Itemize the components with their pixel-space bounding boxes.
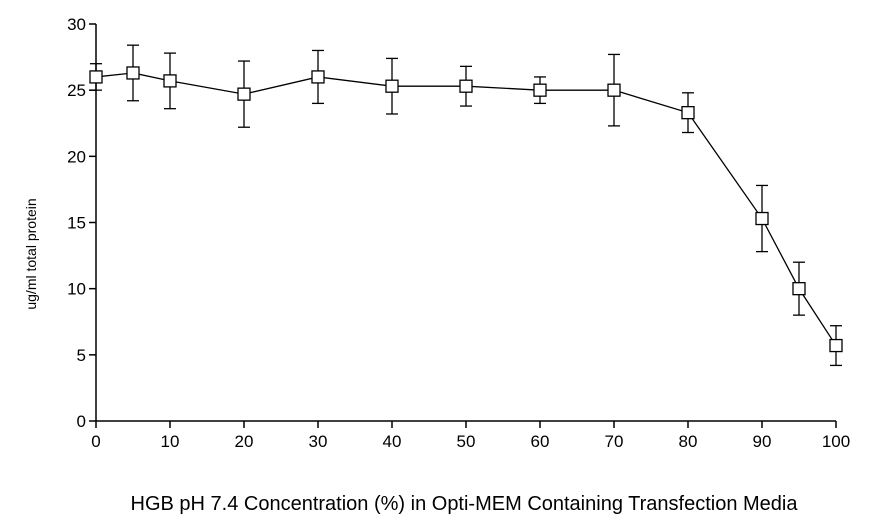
data-point-60 xyxy=(533,83,547,97)
series xyxy=(95,72,837,346)
data-point-100 xyxy=(829,338,843,353)
x-tick-label-0: 0 xyxy=(91,432,100,451)
x-tick-label-10: 10 xyxy=(161,432,180,451)
x-tick-label-50: 50 xyxy=(457,432,476,451)
x-tick-label-20: 20 xyxy=(235,432,254,451)
data-point-95 xyxy=(792,282,806,296)
y-tick-label-15: 15 xyxy=(67,214,86,233)
y-tick-label-20: 20 xyxy=(67,147,86,166)
data-point-30 xyxy=(311,70,325,84)
y-tick-label-10: 10 xyxy=(67,280,86,299)
data-point-80 xyxy=(681,106,695,120)
data-point-10 xyxy=(163,74,177,88)
ticks: 0 5 10 15 20 25 30 0 10 20 30 40 50 60 70 80 90 100 xyxy=(67,15,850,451)
x-tick-label-30: 30 xyxy=(309,432,328,451)
y-axis-label: ug/ml total protein xyxy=(23,198,39,309)
y-tick-label-5: 5 xyxy=(77,346,86,365)
y-tick-label-0: 0 xyxy=(77,412,86,431)
x-tick-label-90: 90 xyxy=(753,432,772,451)
x-tick-label-40: 40 xyxy=(383,432,402,451)
series-line xyxy=(95,72,837,346)
x-axis-label: HGB pH 7.4 Concentration (%) in Opti-MEM… xyxy=(131,493,799,515)
data-point-50 xyxy=(459,79,473,93)
y-tick-label-25: 25 xyxy=(67,81,86,100)
data-point-90 xyxy=(755,211,769,226)
data-point-20 xyxy=(237,87,251,101)
data-point-5 xyxy=(126,66,140,80)
data-point-0 xyxy=(89,70,103,84)
x-tick-label-70: 70 xyxy=(605,432,624,451)
markers xyxy=(89,66,843,353)
x-tick-label-60: 60 xyxy=(531,432,550,451)
x-tick-label-100: 100 xyxy=(822,432,850,451)
data-point-40 xyxy=(385,79,399,93)
x-tick-label-80: 80 xyxy=(679,432,698,451)
data-point-70 xyxy=(607,83,621,97)
y-tick-label-30: 30 xyxy=(67,15,86,34)
error-bars xyxy=(90,44,842,367)
